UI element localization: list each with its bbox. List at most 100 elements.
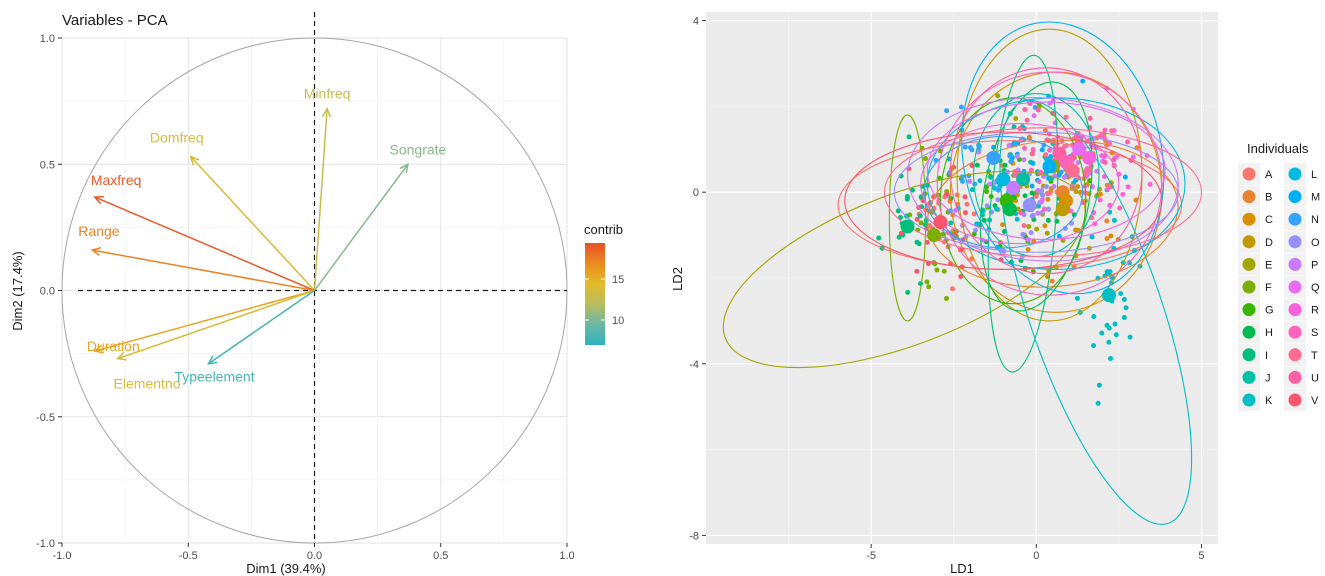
lda-point-n <box>972 182 977 187</box>
legend-label-h: H <box>1265 327 1273 339</box>
lda-point-p <box>1035 211 1040 216</box>
lda-point-e <box>1034 227 1039 232</box>
lda-point-h <box>1023 193 1028 198</box>
lda-centroid-h <box>1003 202 1017 216</box>
lda-point-u <box>1030 151 1035 156</box>
lda-point-k <box>1122 297 1127 302</box>
pca-arrow-label-songrate: Songrate <box>390 141 447 157</box>
lda-point-p <box>1076 160 1081 165</box>
lda-point-u <box>1036 108 1041 113</box>
lda-point-p <box>967 179 972 184</box>
legend-key-s <box>1289 326 1302 339</box>
pca-y-tick-label: -0.5 <box>36 412 55 424</box>
individuals-legend-title: Individuals <box>1247 141 1309 156</box>
lda-point-k <box>1124 305 1129 310</box>
lda-x-tick-label: 5 <box>1198 550 1204 562</box>
lda-point-n <box>1007 153 1012 158</box>
legend-label-o: O <box>1311 237 1320 249</box>
legend-label-g: G <box>1265 305 1274 317</box>
lda-point-f <box>934 268 939 273</box>
lda-point-c <box>1026 247 1031 252</box>
legend-key-t <box>1289 348 1302 361</box>
lda-point-u <box>1088 116 1093 121</box>
lda-point-i <box>905 195 910 200</box>
legend-label-i: I <box>1265 350 1268 362</box>
legend-key-u <box>1289 371 1302 384</box>
lda-point-o <box>1040 193 1045 198</box>
legend-key-g <box>1243 303 1256 316</box>
legend-label-u: U <box>1311 372 1319 384</box>
pca-x-tick-label: 0.5 <box>433 550 448 562</box>
lda-point-h <box>1003 163 1008 168</box>
lda-centroid-v <box>934 215 948 229</box>
lda-point-p <box>1015 154 1020 159</box>
lda-point-o <box>1044 184 1049 189</box>
pca-x-axis-title: Dim1 (39.4%) <box>246 561 325 576</box>
legend-key-r <box>1289 303 1302 316</box>
lda-point-r <box>1047 148 1052 153</box>
lda-point-p <box>1021 157 1026 162</box>
lda-point-r <box>1120 192 1125 197</box>
legend-label-m: M <box>1311 192 1320 204</box>
lda-point-k <box>1091 343 1096 348</box>
lda-centroid-k <box>1102 288 1116 302</box>
lda-point-s <box>1031 147 1036 152</box>
lda-point-v <box>944 192 949 197</box>
lda-point-f <box>923 156 928 161</box>
lda-point-k <box>1112 218 1117 223</box>
legend-key-e <box>1243 258 1256 271</box>
legend-key-h <box>1243 326 1256 339</box>
lda-point-f <box>925 279 930 284</box>
lda-centroid-m <box>1043 159 1057 173</box>
lda-point-n <box>963 145 968 150</box>
lda-point-k <box>1114 332 1119 337</box>
pca-y-axis-title: Dim2 (17.4%) <box>10 251 25 330</box>
lda-point-f <box>926 284 931 289</box>
lda-centroid-d <box>1056 202 1070 216</box>
lda-point-l <box>994 207 999 212</box>
pca-x-tick-label: 1.0 <box>559 550 574 562</box>
legend-label-f: F <box>1265 282 1272 294</box>
lda-point-u <box>1018 210 1023 215</box>
lda-point-n <box>969 147 974 152</box>
lda-point-t <box>1109 128 1114 133</box>
legend-label-s: S <box>1311 327 1318 339</box>
lda-point-o <box>1029 230 1034 235</box>
lda-point-k <box>1122 315 1127 320</box>
lda-point-o <box>985 203 990 208</box>
legend-key-a <box>1243 168 1256 181</box>
pca-panel: Variables - PCA MinfreqSongrateDomfreqMa… <box>10 12 624 576</box>
pca-contrib-legend: contrib 15 10 <box>584 222 624 345</box>
pca-arrow-label-typeelement: Typeelement <box>174 369 254 385</box>
lda-point-e <box>1013 116 1018 121</box>
lda-point-o <box>1031 213 1036 218</box>
lda-point-l <box>1015 217 1020 222</box>
lda-centroid-p <box>1006 181 1020 195</box>
lda-point-u <box>1025 118 1030 123</box>
contrib-tick-label: 15 <box>612 274 624 286</box>
lda-point-t <box>1045 191 1050 196</box>
pca-title: Variables - PCA <box>62 12 168 29</box>
legend-key-b <box>1243 190 1256 203</box>
legend-key-i <box>1243 348 1256 361</box>
lda-point-o <box>973 228 978 233</box>
contrib-colorbar <box>585 243 605 345</box>
pca-y-tick-label: -1.0 <box>36 538 55 550</box>
lda-panel: -5 0 540-4-8 LD1 LD2 Individuals ABCDEFGHI… <box>670 3 1320 576</box>
legend-label-q: Q <box>1311 282 1320 294</box>
lda-x-tick-label: 0 <box>1033 550 1039 562</box>
legend-label-b: B <box>1265 192 1272 204</box>
lda-point-r <box>1098 198 1103 203</box>
lda-point-m <box>1040 147 1045 152</box>
lda-centroid-r <box>1082 151 1096 165</box>
lda-point-m <box>1123 174 1128 179</box>
pca-y-tick-label: 1.0 <box>40 33 55 45</box>
lda-point-r <box>1126 184 1131 189</box>
lda-point-t <box>1034 194 1039 199</box>
lda-point-n <box>996 188 1001 193</box>
pca-arrow-label-elementno: Elementno <box>114 376 181 392</box>
lda-point-e <box>1045 231 1050 236</box>
legend-key-c <box>1243 213 1256 226</box>
